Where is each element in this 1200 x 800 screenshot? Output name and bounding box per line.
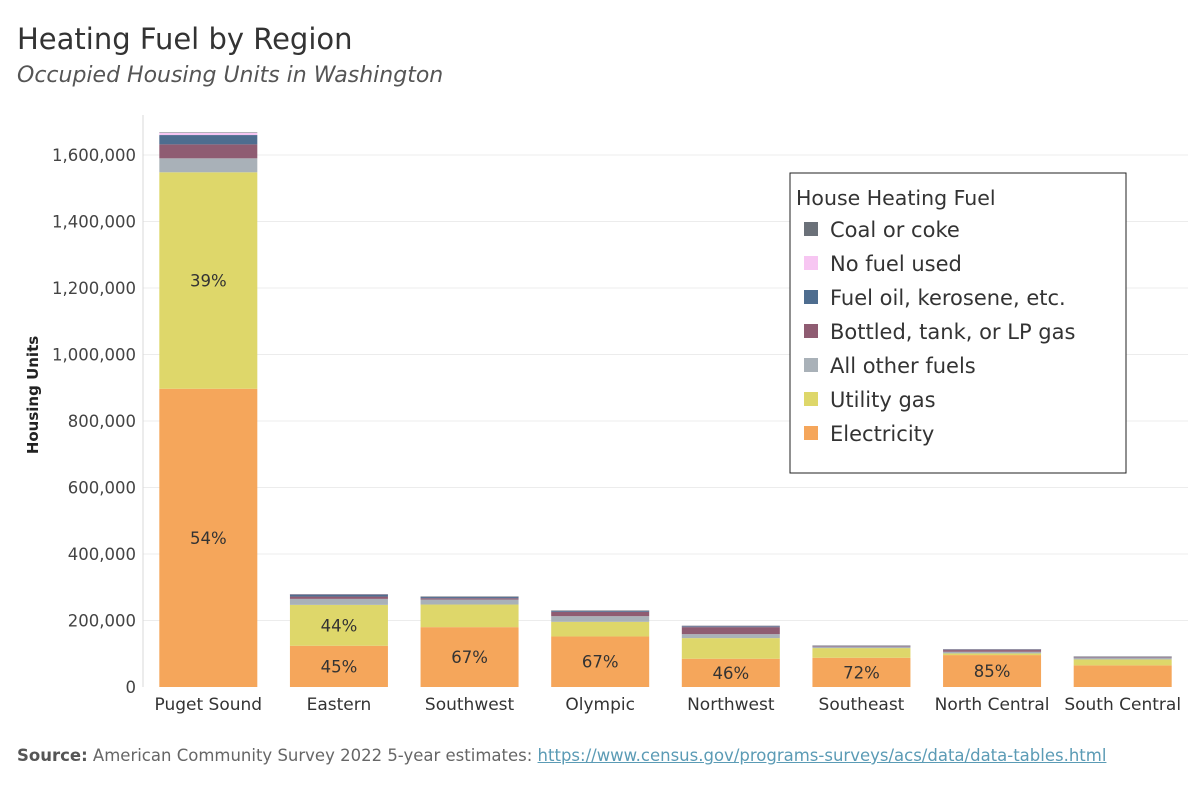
legend-label: Utility gas [830, 388, 936, 412]
bar-segment [289, 645, 388, 687]
data-label: 72% [843, 663, 880, 682]
bar-segment [420, 596, 519, 599]
chart-subtitle: Occupied Housing Units in Washington [17, 63, 444, 88]
y-tick-label: 200,000 [68, 612, 136, 631]
bar-segment [681, 638, 780, 659]
y-tick-label: 1,600,000 [52, 146, 136, 165]
bar-segment [551, 611, 650, 617]
bar-segment [289, 594, 388, 595]
bar-segment [812, 646, 911, 649]
x-tick-label: Olympic [565, 695, 635, 715]
bar-segment [943, 649, 1042, 650]
bar-segment [1073, 659, 1172, 666]
bar-segment [551, 621, 650, 637]
bar-segment [159, 172, 258, 389]
bar-segment [289, 594, 388, 597]
data-label: 44% [321, 616, 358, 635]
bar-segment [551, 636, 650, 687]
legend-title: House Heating Fuel [796, 186, 996, 210]
bar-segment [551, 616, 650, 622]
source-link[interactable]: https://www.census.gov/programs-surveys/… [537, 746, 1107, 765]
bar-segment [420, 596, 519, 597]
bar-segment [159, 135, 258, 145]
legend-box [789, 172, 1127, 474]
x-tick-label: North Central [935, 695, 1050, 715]
legend-label: All other fuels [830, 354, 976, 378]
data-label: 45% [321, 657, 358, 676]
y-tick-label: 400,000 [68, 545, 136, 564]
data-label: 85% [974, 662, 1011, 681]
bar-segment [943, 651, 1042, 654]
bar-segment [289, 596, 388, 599]
legend-swatch [804, 222, 818, 236]
x-tick-label: Southwest [425, 695, 515, 715]
legend-label: Bottled, tank, or LP gas [830, 320, 1075, 344]
x-tick-label: South Central [1064, 695, 1181, 715]
bar-segment [1073, 657, 1172, 660]
legend-swatch [804, 426, 818, 440]
bar-segment [812, 645, 911, 647]
bar-segment [420, 604, 519, 628]
stacked-bar-chart: 0 200,000 400,000 600,000 800,000 1,000,000 1,… [24, 115, 1188, 715]
source-label: Source: [17, 746, 88, 765]
bar-segment [420, 599, 519, 605]
data-label: 67% [582, 653, 619, 672]
legend-swatch [804, 256, 818, 270]
legend-label: Electricity [830, 422, 934, 446]
x-tick-label: Eastern [307, 695, 372, 715]
bar-segment [159, 132, 258, 136]
bar-segment [681, 625, 780, 627]
x-tick-label: Puget Sound [155, 695, 263, 715]
legend-label: No fuel used [830, 252, 962, 276]
bar-segment [420, 598, 519, 600]
bar-segment [551, 610, 650, 611]
bar-segment [1073, 657, 1172, 658]
source-text: American Community Survey 2022 5-year es… [87, 746, 538, 765]
source-note: Source: American Community Survey 2022 5… [17, 746, 1106, 765]
y-axis-title: Housing Units [24, 336, 42, 454]
chart-title: Heating Fuel by Region [17, 22, 353, 56]
bar-segment [812, 646, 911, 647]
bar-segment [943, 655, 1042, 687]
bar-segment [159, 144, 258, 159]
y-tick-label: 1,000,000 [52, 346, 136, 365]
data-label: 54% [190, 529, 227, 548]
y-tick-label: 0 [126, 678, 137, 697]
legend-label: Fuel oil, kerosene, etc. [830, 286, 1066, 310]
bar-segment [812, 648, 911, 658]
bar-segment [1073, 656, 1172, 658]
y-tick-label: 1,400,000 [52, 213, 136, 232]
bar-segment [420, 627, 519, 687]
bar-segment [681, 627, 780, 635]
legend-swatch [804, 324, 818, 338]
bar-segment [289, 604, 388, 646]
bar-segment [1073, 665, 1172, 687]
bar-segment [681, 626, 780, 628]
y-tick-label: 1,200,000 [52, 279, 136, 298]
x-tick-label: Northwest [687, 695, 775, 715]
legend-swatch [804, 392, 818, 406]
bar-segment [159, 132, 258, 133]
bar-segment [289, 598, 388, 605]
bar-segment [943, 653, 1042, 656]
data-label: 67% [451, 648, 488, 667]
bar-segment [812, 657, 911, 687]
bar-segment [681, 634, 780, 639]
bar-segment [159, 388, 258, 687]
legend-label: Coal or coke [830, 218, 960, 242]
bar-segment [551, 610, 650, 612]
legend-swatch [804, 290, 818, 304]
x-tick-label: Southeast [819, 695, 905, 715]
bar-segment [681, 658, 780, 687]
legend-swatch [804, 358, 818, 372]
bar-segment [943, 650, 1042, 652]
y-tick-label: 800,000 [68, 412, 136, 431]
data-label: 46% [712, 664, 749, 683]
bar-segment [159, 158, 258, 173]
data-label: 39% [190, 272, 227, 291]
y-tick-label: 600,000 [68, 479, 136, 498]
